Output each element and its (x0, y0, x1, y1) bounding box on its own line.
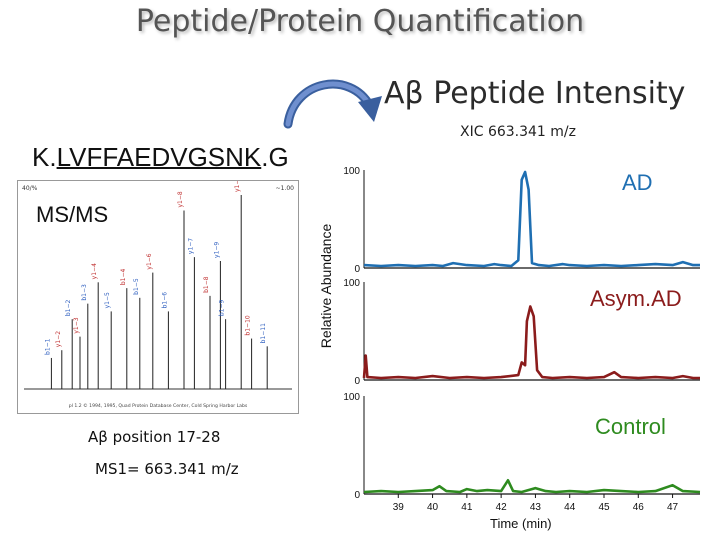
spectrum-header-right: ~1.00 (276, 185, 295, 192)
msms-spectrum-plot: 40/% ~1.00 b1−1 y1−2 b1−2y1−3 b1−3y1−4 y1−5 b… (22, 172, 295, 409)
spectrum-peak-label: b1−6 (161, 292, 168, 309)
y-tick-0: 0 (354, 264, 360, 275)
x-tick-label: 47 (667, 502, 679, 513)
panel-label: AD (622, 170, 653, 195)
y-tick-100: 100 (343, 278, 360, 289)
ms1-label: MS1= 663.341 m/z (95, 460, 239, 478)
spectrum-peak-label: b1−4 (120, 268, 127, 285)
spectrum-peak-label: y1−3 (73, 317, 80, 333)
spectrum-peak-label: b1−10 (245, 315, 252, 335)
x-tick-label: 43 (530, 502, 542, 513)
sequence-suffix: .G (261, 142, 289, 172)
peptide-intensity-heading: Aβ Peptide Intensity (384, 76, 686, 111)
msms-spectrum-image: 40/% ~1.00 b1−1 y1−2 b1−2 y1−3 b1−3 y1−4 y1−5 b… (17, 172, 299, 414)
y-tick-100: 100 (343, 392, 360, 403)
x-tick-label: 39 (393, 502, 405, 513)
y-tick-0: 0 (354, 376, 360, 387)
x-tick-label: 42 (496, 502, 508, 513)
sequence-prefix: K. (32, 142, 57, 172)
x-axis-title: Time (min) (490, 516, 552, 531)
spectrum-peak-label: y1−5 (104, 292, 111, 308)
panel-label: Asym.AD (590, 286, 682, 311)
spectrum-peak-label: y1−7 (187, 238, 194, 254)
slide-title: Peptide/Protein Quantification (135, 4, 585, 39)
spectrum-peak-label: b1−5 (133, 278, 140, 295)
y-tick-0: 0 (354, 490, 360, 501)
spectrum-footer: pl 1.2 © 1994, 1995, Quad Protein Databa… (69, 402, 248, 409)
x-tick-label: 40 (427, 502, 439, 513)
spectrum-peak-label: y1−8 (177, 191, 184, 207)
spectrum-peak-label: b1−2 (65, 300, 72, 317)
spectrum-peak-label: b1−9 (219, 300, 226, 317)
spectrum-peak-label: y1−2 (55, 331, 62, 347)
xic-trace-ad (363, 170, 700, 268)
x-tick-label: 44 (564, 502, 576, 513)
x-tick-label: 41 (461, 502, 473, 513)
msms-label: MS/MS (36, 202, 109, 227)
sequence-core: LVFFAEDVGSNK (56, 142, 262, 172)
spectrum-header-left: 40/% (22, 185, 38, 192)
spectrum-peak-label: y1−9 (213, 242, 220, 258)
xic-trace-control (363, 479, 701, 494)
y-tick-100: 100 (343, 166, 360, 177)
panel-label: Control (595, 414, 666, 439)
spectrum-peak-label: b1−3 (81, 284, 88, 301)
peptide-sequence: K.LVFFAEDVGSNK.G (32, 142, 289, 173)
x-tick-label: 46 (633, 502, 645, 513)
spectrum-peak-label: y1−4 (91, 263, 98, 279)
spectrum-peak-label: y1−10 (234, 181, 241, 192)
spectrum-peak-label: b1−8 (203, 276, 210, 293)
xic-label: XIC 663.341 m/z (460, 124, 576, 140)
x-tick-label: 45 (598, 502, 610, 513)
spectrum-peak-label: b1−11 (260, 323, 267, 343)
abeta-position-label: Aβ position 17-28 (88, 428, 221, 446)
cycle-arrow-icon (283, 79, 382, 129)
spectrum-peak-label: y1−6 (146, 253, 153, 269)
spectrum-peak-label: b1−1 (44, 338, 51, 355)
xic-trace-asymad (362, 305, 700, 380)
